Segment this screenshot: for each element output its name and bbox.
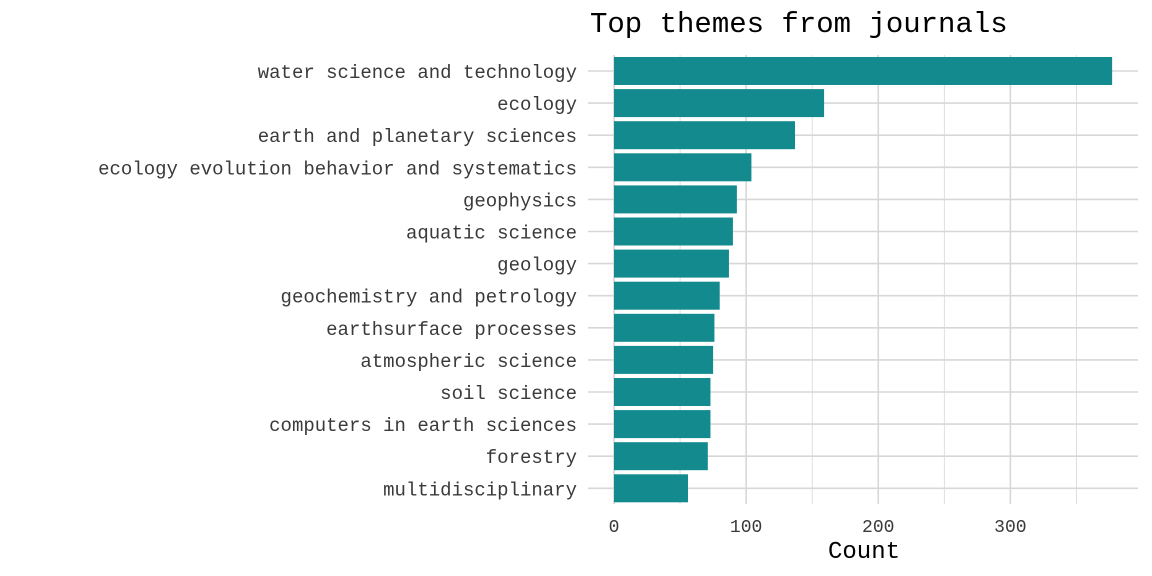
category-label: geophysics — [463, 190, 577, 212]
bar — [614, 313, 715, 342]
category-label: earthsurface processes — [326, 319, 577, 341]
category-label: computers in earth sciences — [269, 415, 577, 437]
category-label: ecology — [497, 94, 577, 116]
bar — [614, 57, 1113, 85]
chart-title: Top themes from journals — [590, 8, 1008, 41]
bar — [614, 474, 688, 503]
x-axis-title: Count — [828, 539, 900, 566]
bar — [614, 249, 729, 278]
bar — [614, 153, 752, 182]
category-label: forestry — [486, 447, 577, 469]
bar — [614, 410, 711, 439]
bar — [614, 121, 796, 150]
category-label: atmospheric science — [360, 351, 577, 373]
category-label: geochemistry and petrology — [281, 287, 577, 309]
category-label: water science and technology — [258, 62, 577, 84]
bar — [614, 185, 737, 214]
category-label: earth and planetary sciences — [258, 126, 577, 148]
x-axis-ticks: 0 100 200 300 — [609, 518, 1027, 538]
bar — [614, 378, 711, 406]
bar — [614, 345, 714, 374]
y-axis-labels: water science and technology ecology earth… — [98, 62, 577, 501]
x-tick-label: 300 — [994, 518, 1026, 538]
bar — [614, 281, 720, 310]
bar — [614, 217, 733, 246]
category-label: multidisciplinary — [383, 479, 577, 501]
category-label: ecology evolution behavior and systemati… — [98, 158, 577, 180]
bar — [614, 89, 825, 118]
x-tick-label: 200 — [862, 518, 894, 538]
x-tick-label: 0 — [609, 518, 620, 538]
x-tick-label: 100 — [730, 518, 762, 538]
category-label: aquatic science — [406, 223, 577, 245]
category-label: geology — [497, 255, 577, 277]
category-label: soil science — [440, 383, 577, 405]
bars — [614, 57, 1113, 503]
bar — [614, 442, 708, 471]
